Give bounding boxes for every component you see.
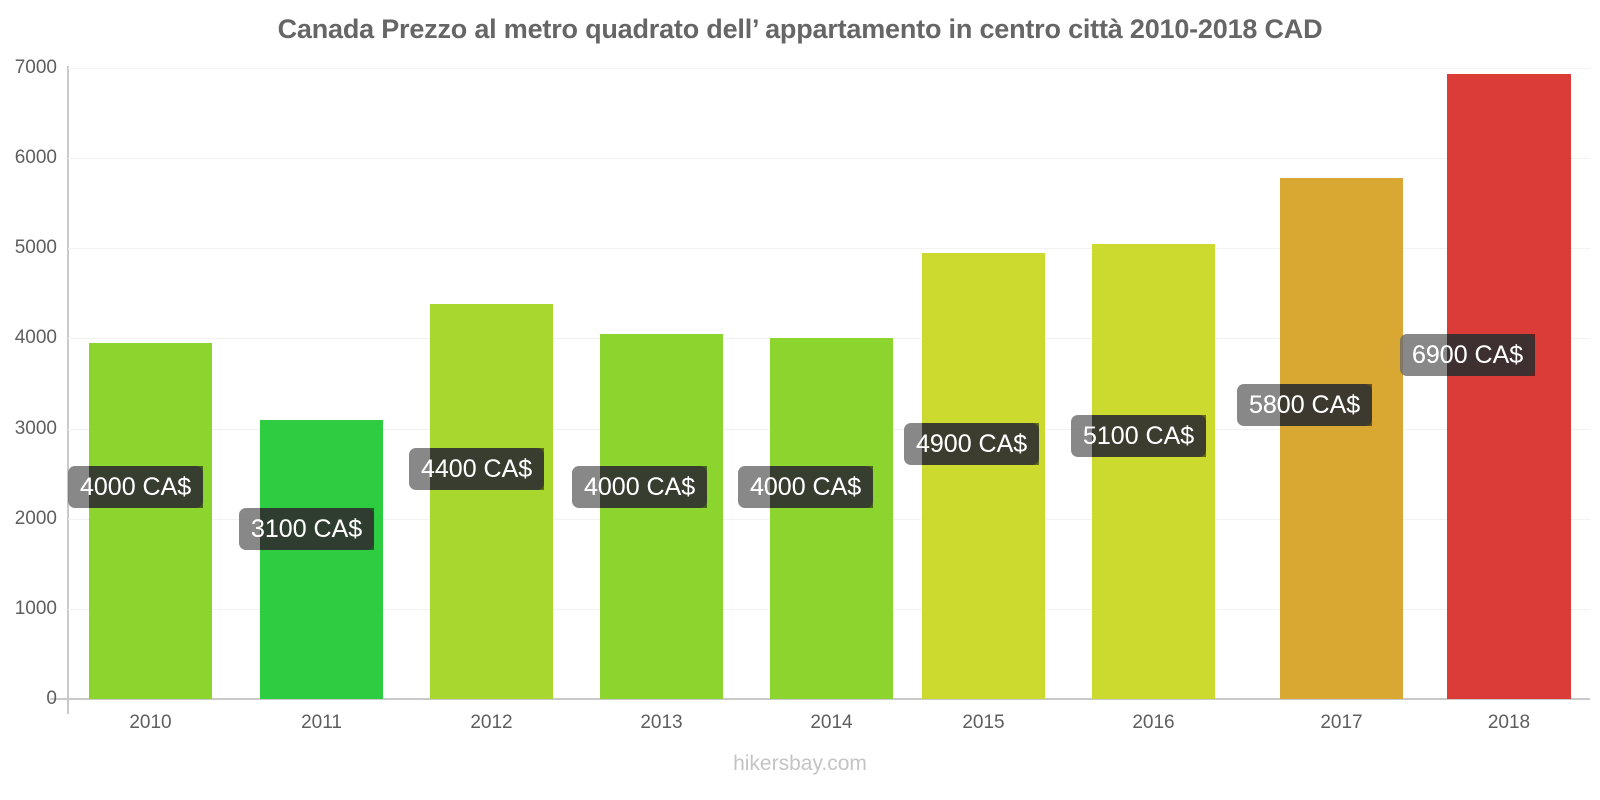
data-label-overlap-shade bbox=[1092, 415, 1206, 457]
bar-2011[interactable] bbox=[260, 420, 383, 699]
data-label-overlap-shade bbox=[430, 448, 544, 490]
y-axis-tick-label: 1000 bbox=[14, 597, 57, 619]
bar-2010[interactable] bbox=[89, 342, 212, 699]
data-label-overlap-shade bbox=[89, 466, 203, 508]
data-label-text-2011: 3100 CA$ bbox=[251, 515, 363, 543]
x-axis-tick-label-2013: 2013 bbox=[640, 712, 683, 733]
data-label-text-2012: 4400 CA$ bbox=[421, 455, 533, 483]
data-label-overlap-shade bbox=[1447, 334, 1535, 376]
data-label-text-2015: 4900 CA$ bbox=[916, 430, 1028, 458]
bar-2017[interactable] bbox=[1280, 177, 1403, 699]
bar-2018[interactable] bbox=[1447, 74, 1571, 699]
data-label-text-2014: 4000 CA$ bbox=[750, 473, 862, 501]
gridline bbox=[68, 248, 1590, 250]
data-label-overlap-shade bbox=[770, 466, 873, 508]
y-axis-tick-label: 2000 bbox=[14, 507, 57, 529]
x-axis-tick-label-2018: 2018 bbox=[1487, 712, 1531, 733]
data-label-overlap-shade bbox=[600, 466, 707, 508]
data-label-text-2016: 5100 CA$ bbox=[1083, 422, 1195, 450]
plot-area bbox=[68, 68, 1590, 699]
y-axis-tick-label: 4000 bbox=[14, 327, 57, 349]
data-label-text-2013: 4000 CA$ bbox=[584, 473, 696, 501]
x-axis-tick-label-2011: 2011 bbox=[301, 712, 342, 733]
x-axis-tick-label-2016: 2016 bbox=[1132, 712, 1175, 733]
y-axis-tick-label: 5000 bbox=[14, 237, 57, 259]
bar-2016[interactable] bbox=[1092, 243, 1215, 699]
x-axis-tick-label-2015: 2015 bbox=[962, 712, 1005, 733]
gridline bbox=[68, 158, 1590, 160]
x-axis-line bbox=[50, 698, 1590, 700]
data-label-overlap-shade bbox=[260, 508, 374, 550]
bar-2014[interactable] bbox=[770, 338, 893, 699]
y-axis-tick-label: 6000 bbox=[14, 147, 57, 169]
data-label-text-2018: 6900 CA$ bbox=[1412, 341, 1524, 369]
x-axis-tick-label-2010: 2010 bbox=[129, 712, 172, 733]
bar-2012[interactable] bbox=[430, 304, 553, 699]
x-axis-tick-label-2012: 2012 bbox=[470, 712, 513, 733]
bar-2013[interactable] bbox=[600, 333, 723, 699]
gridline bbox=[68, 68, 1590, 69]
y-axis-tick-label: 7000 bbox=[14, 57, 57, 78]
data-label-text-2017: 5800 CA$ bbox=[1249, 391, 1361, 419]
y-axis-tick-label: 3000 bbox=[14, 417, 57, 439]
data-label-overlap-shade bbox=[922, 423, 1039, 465]
source-credit: hikersbay.com bbox=[733, 752, 867, 775]
x-axis-tick-label-2014: 2014 bbox=[810, 712, 853, 733]
data-label-text-2010: 4000 CA$ bbox=[80, 473, 192, 501]
x-axis-origin-tick bbox=[67, 700, 69, 714]
data-label-overlap-shade bbox=[1280, 384, 1372, 426]
chart-title: Canada Prezzo al metro quadrato dell’ ap… bbox=[277, 14, 1323, 44]
y-axis-tick-label: 0 bbox=[46, 688, 57, 709]
x-axis-tick-label-2017: 2017 bbox=[1320, 712, 1363, 733]
bar-2015[interactable] bbox=[922, 252, 1045, 699]
y-axis-line bbox=[67, 66, 69, 701]
